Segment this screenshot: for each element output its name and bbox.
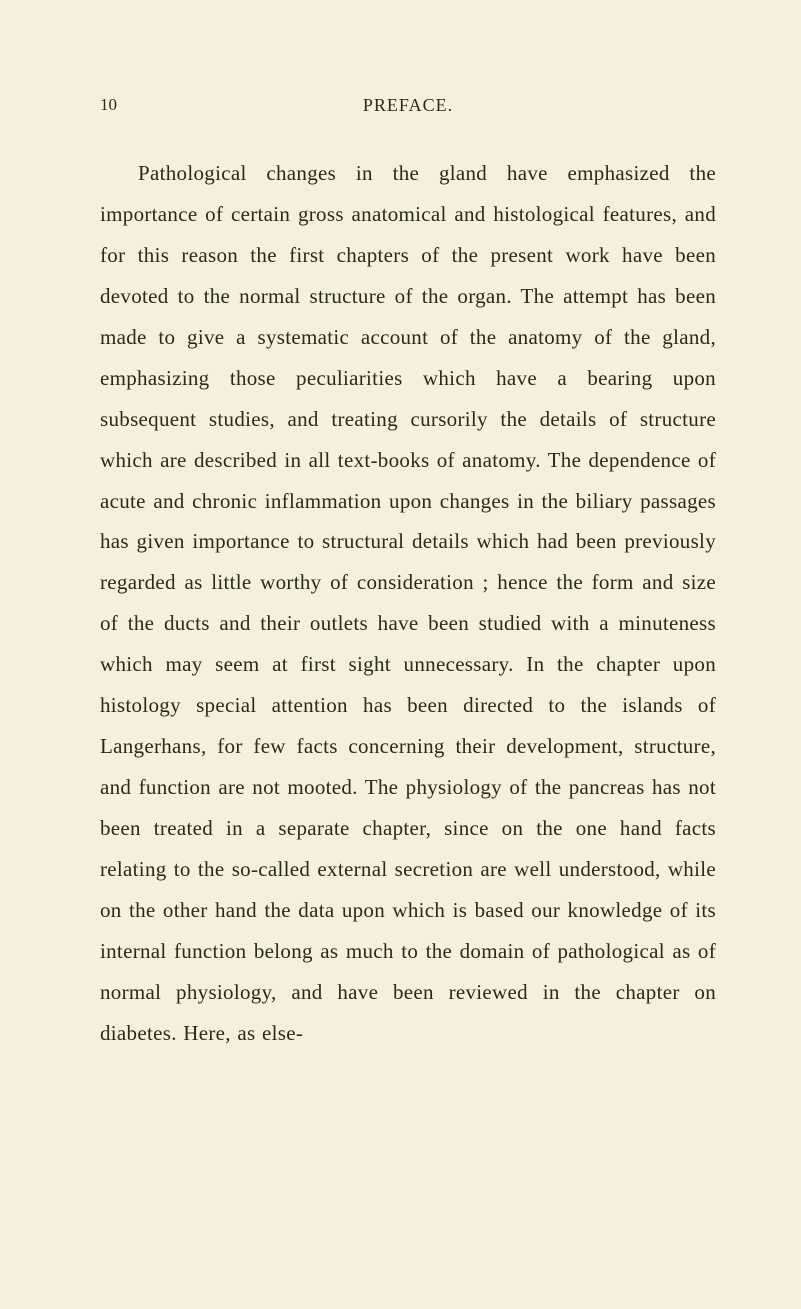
body-paragraph: Pathological changes in the gland have e… [100,153,716,1054]
section-title: PREFACE. [363,95,453,116]
page-header: 10 PREFACE. [100,95,716,115]
page-number: 10 [100,95,117,115]
